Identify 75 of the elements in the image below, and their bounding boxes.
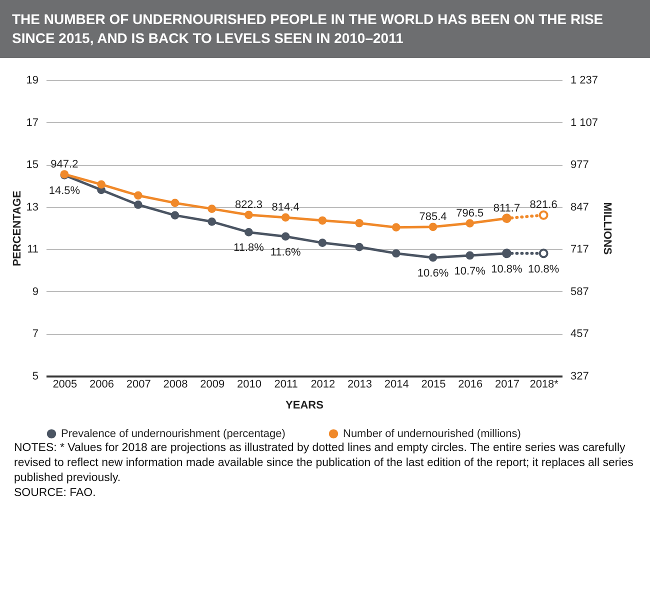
data-label: 11.6% [270,246,301,258]
point [392,223,400,232]
data-label: 785.4 [419,210,447,223]
point [281,213,290,222]
y-tick-label: 15 [26,159,38,172]
point [244,228,253,236]
y2-tick-label: 587 [570,286,589,298]
x-tick-label: 2010 [236,378,262,390]
y-tick-label: 9 [32,286,38,298]
x-tick-label: 2006 [90,378,114,390]
point [170,211,180,220]
y-axis-title: PERCENTAGE [11,190,24,266]
x-tick-label: 2014 [384,378,409,390]
x-tick-label: 2016 [458,378,483,390]
point [466,219,474,228]
legend-label: Prevalence of undernourishment (percentage) [61,428,286,440]
data-label: 10.8% [528,263,560,276]
y2-tick-label: 717 [570,244,589,256]
point [538,248,548,258]
chart-title: THE NUMBER OF UNDERNOURISHED PEOPLE IN THE WORLD HAS BEEN ON THE RISE SINCE 2015, AND IS BACK TO LEVELS SEEN IN 2010–2011 [0,0,650,58]
x-tick-label: 2007 [126,378,151,390]
data-label: 814.4 [272,201,300,214]
text: NOTES: * Values for 2018 are projections as illustrated by dotted lines and empty circles. The entire series was carefully revised to reflect new information made available since the publication of the last edition of the report; it replaces all series published previously. [14,441,634,486]
data-label: 822.3 [234,198,262,211]
y-tick-label: 5 [32,370,38,382]
y-tick-label: 19 [26,74,38,86]
x-tick-label: 2005 [52,378,78,390]
point [318,238,327,247]
x-tick-label: 2011 [274,378,298,390]
y2-tick-label: 977 [570,159,589,172]
data-label: 14.5% [48,185,80,198]
y2-tick-label: 457 [570,328,589,340]
x-tick-label: 2009 [200,378,225,390]
y-tick-label: 17 [26,116,38,129]
x-tick-label: 2013 [348,378,372,390]
point [208,204,216,213]
y2-axis-title: MILLIONS [601,202,614,255]
x-tick-label: 2017 [494,378,520,390]
point [281,232,290,241]
y2-tick-label: 847 [570,201,589,214]
x-tick-label: 2018* [530,378,560,390]
point [428,222,438,232]
y-tick-label: 7 [32,328,38,340]
point [355,242,364,252]
point [170,198,180,208]
legend-label: Number of undernourished (millions) [343,428,521,440]
data-label: 947.2 [50,158,78,170]
point [134,200,142,209]
data-label: 821.6 [530,199,558,212]
x-tick-label: 2012 [310,378,336,390]
point [428,253,438,262]
data-label: 796.5 [456,207,484,220]
point [538,210,548,220]
point [97,180,106,189]
data-label: 10.6% [417,268,449,280]
y-tick-label: 13 [26,201,38,214]
data-label: 10.7% [454,265,486,278]
x-tick-label: 2015 [421,378,446,390]
point [134,191,142,200]
y-tick-label: 11 [27,244,38,256]
x-axis-title: YEARS [286,400,324,412]
y2-tick-label: 1 237 [570,74,598,86]
point [392,249,400,258]
data-label: 11.8% [234,242,264,254]
data-label: 811.7 [493,202,520,214]
data-label: 10.8% [491,263,523,276]
point [208,217,216,226]
x-tick-label: 2008 [163,378,188,390]
point [318,216,327,225]
point [466,251,474,260]
y2-tick-label: 327 [570,370,589,382]
source-note: SOURCE: FAO. [14,486,97,501]
point [244,210,253,220]
point [355,218,364,228]
y2-tick-label: 1 107 [570,116,598,129]
